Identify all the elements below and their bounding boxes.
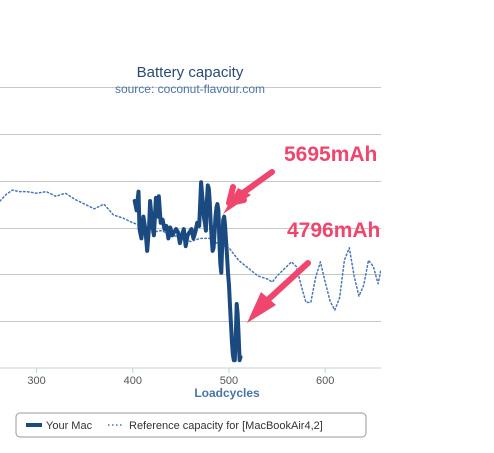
chart-title: Battery capacity — [137, 64, 244, 81]
series-line-reference — [0, 189, 381, 311]
series-line-your-mac — [132, 180, 243, 363]
grid-layer — [0, 87, 381, 322]
legend-item-reference[interactable]: Reference capacity for [MacBookAir4,2] — [129, 420, 323, 432]
callout-5695: 5695mAh — [284, 143, 377, 166]
legend-item-your-mac[interactable]: Your Mac — [46, 420, 93, 432]
callout-4796: 4796mAh — [287, 219, 380, 242]
x-tick-label: 600 — [316, 375, 334, 387]
x-tick-layer: 300 400 500 600 — [27, 368, 334, 387]
x-tick-label: 300 — [27, 375, 45, 387]
x-tick-label: 400 — [124, 375, 142, 387]
legend-box — [15, 412, 367, 438]
x-tick-label: 500 — [220, 375, 238, 387]
callout-arrowhead-4796 — [247, 292, 276, 323]
series-layer — [0, 180, 381, 363]
legend[interactable]: Your Mac Reference capacity for [MacBook… — [15, 412, 367, 438]
x-axis-label: Loadcycles — [194, 386, 260, 400]
callout-arrowhead-5695 — [223, 188, 251, 214]
chart-subtitle: source: coconut-flavour.com — [115, 82, 265, 96]
